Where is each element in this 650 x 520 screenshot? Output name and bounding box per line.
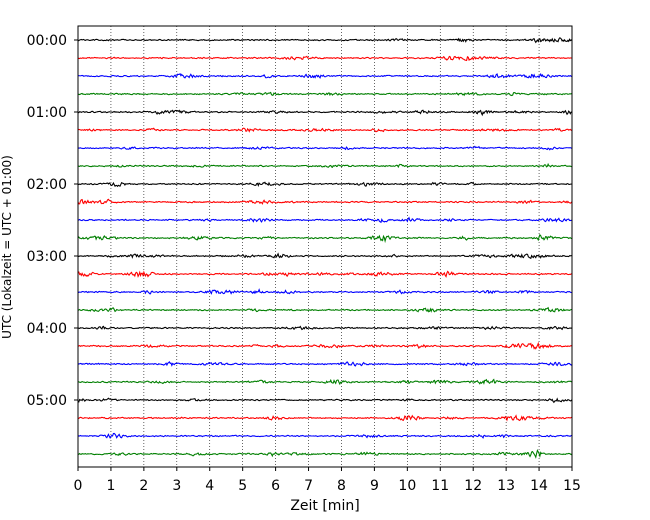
trace-0030 bbox=[77, 72, 573, 79]
y-tick-label-03:00: 03:00 bbox=[27, 249, 67, 265]
x-tick-label-11: 11 bbox=[431, 478, 449, 494]
trace-0545 bbox=[77, 449, 573, 459]
y-tick-label-04:00: 04:00 bbox=[27, 321, 67, 337]
x-tick-label-7: 7 bbox=[304, 478, 313, 494]
trace-0145 bbox=[77, 162, 573, 169]
trace-0315 bbox=[77, 270, 573, 278]
x-tick-label-1: 1 bbox=[106, 478, 115, 494]
trace-0015 bbox=[77, 55, 573, 62]
trace-0330 bbox=[77, 288, 573, 295]
x-tick-label-6: 6 bbox=[271, 478, 280, 494]
trace-0100 bbox=[77, 109, 572, 117]
trace-0445 bbox=[77, 378, 573, 386]
trace-0415 bbox=[77, 341, 573, 350]
x-tick-label-4: 4 bbox=[205, 478, 214, 494]
x-tick-label-2: 2 bbox=[139, 478, 148, 494]
y-tick-label-05:00: 05:00 bbox=[27, 393, 67, 409]
x-axis: 0 1 2 3 4 5 6 7 8 9 10 11 12 13 14 15 bbox=[74, 467, 581, 494]
x-tick-label-5: 5 bbox=[238, 478, 247, 494]
x-tick-label-13: 13 bbox=[497, 478, 515, 494]
trace-0400 bbox=[77, 325, 573, 331]
trace-0345 bbox=[77, 306, 573, 313]
trace-0115 bbox=[77, 127, 573, 133]
y-tick-label-02:00: 02:00 bbox=[27, 177, 67, 193]
trace-0245 bbox=[77, 233, 573, 244]
trace-0045 bbox=[78, 91, 573, 97]
x-tick-label-15: 15 bbox=[563, 478, 581, 494]
x-tick-label-0: 0 bbox=[74, 478, 83, 494]
trace-0530 bbox=[77, 432, 573, 440]
x-tick-label-10: 10 bbox=[398, 478, 416, 494]
y-tick-label-01:00: 01:00 bbox=[27, 105, 67, 121]
trace-0515 bbox=[77, 414, 573, 422]
x-axis-title: Zeit [min] bbox=[290, 498, 359, 514]
trace-0500 bbox=[77, 397, 573, 404]
x-tick-label-8: 8 bbox=[337, 478, 346, 494]
x-tick-label-3: 3 bbox=[172, 478, 181, 494]
y-axis-title: UTC (Lokalzeit = UTC + 01:00) bbox=[0, 155, 14, 339]
x-tick-label-14: 14 bbox=[530, 478, 548, 494]
plot-frame bbox=[77, 25, 573, 468]
trace-0215 bbox=[77, 198, 573, 205]
trace-layer bbox=[77, 37, 573, 459]
trace-0300 bbox=[77, 252, 573, 260]
trace-0430 bbox=[77, 361, 573, 367]
trace-0200 bbox=[77, 181, 573, 188]
y-axis: 00:00 01:00 02:00 03:00 04:00 05:00 bbox=[27, 33, 78, 409]
trace-0000 bbox=[77, 37, 573, 44]
y-tick-label-00:00: 00:00 bbox=[27, 33, 67, 49]
trace-0130 bbox=[77, 145, 573, 151]
x-tick-label-9: 9 bbox=[370, 478, 379, 494]
trace-0230 bbox=[77, 216, 573, 224]
x-tick-label-12: 12 bbox=[464, 478, 482, 494]
